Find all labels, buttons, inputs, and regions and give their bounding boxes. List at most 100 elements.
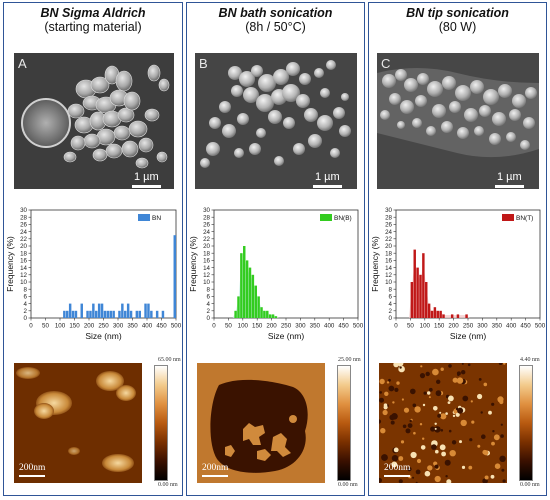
- afm-grain: [396, 381, 400, 385]
- afm-grain: [430, 426, 436, 432]
- x-tick-label: 350: [492, 323, 503, 330]
- afm-grain: [441, 451, 446, 457]
- panel-b: BN bath sonication (8h / 50°C): [186, 2, 365, 496]
- y-tick-label: 6: [24, 294, 28, 301]
- x-tick-label: 100: [420, 323, 431, 330]
- legend-swatch: [320, 214, 332, 221]
- histogram-bar: [422, 253, 425, 318]
- afm-grain: [379, 391, 382, 394]
- histogram-bar: [425, 282, 428, 318]
- x-axis-label: Size (nm): [85, 331, 122, 341]
- sem-scale-label: 1 µm: [315, 171, 340, 183]
- afm-grain: [397, 363, 404, 367]
- afm-grain: [448, 429, 452, 433]
- afm-grain: [440, 413, 447, 420]
- afm-grain: [470, 400, 473, 403]
- histogram-bar: [144, 303, 147, 318]
- afm-grain: [434, 427, 437, 430]
- y-tick-label: 28: [203, 214, 210, 221]
- afm-grain: [435, 449, 439, 454]
- histogram-bar: [237, 296, 240, 318]
- colorbar-max-label: 25.00 nm: [338, 357, 361, 363]
- afm-grain: [437, 414, 441, 418]
- histogram-bar: [439, 310, 442, 318]
- afm-grain: [405, 428, 411, 434]
- y-tick-label: 18: [20, 250, 27, 257]
- afm-grain: [446, 479, 452, 483]
- afm-grain: [391, 461, 398, 468]
- histogram-bar: [63, 310, 66, 318]
- panel-subtitle: (starting material): [44, 20, 142, 34]
- panel-letter: B: [199, 56, 208, 71]
- afm-grain: [491, 402, 495, 406]
- afm-grain: [431, 444, 437, 450]
- afm-grain: [503, 363, 506, 365]
- y-tick-label: 4: [207, 301, 211, 308]
- y-tick-label: 28: [20, 214, 27, 221]
- panel-a-title: BN Sigma Aldrich (starting material): [4, 6, 182, 34]
- panel-title: BN bath sonication: [218, 6, 333, 20]
- afm-grain: [427, 391, 431, 395]
- afm-grain: [412, 476, 415, 479]
- afm-grain: [379, 378, 385, 385]
- histogram-bar: [436, 310, 439, 318]
- afm-grain: [434, 464, 439, 469]
- afm-image-a: 200nm 65.00 nm 0.00 nm: [4, 353, 184, 493]
- y-tick-label: 6: [389, 294, 393, 301]
- afm-grain: [387, 467, 391, 470]
- afm-grain: [452, 414, 456, 418]
- y-tick-label: 2: [389, 308, 393, 315]
- histogram-bar: [416, 267, 419, 318]
- afm-grain: [428, 396, 431, 399]
- afm-grain: [379, 397, 384, 403]
- panel-letter: A: [18, 56, 27, 71]
- x-tick-label: 150: [434, 323, 445, 330]
- histogram-bar: [442, 314, 445, 318]
- panel-b-title: BN bath sonication (8h / 50°C): [187, 6, 364, 34]
- afm-image-b: 200nm 25.00 nm 0.00 nm: [187, 353, 366, 493]
- afm-grain: [461, 363, 464, 365]
- afm-grain: [422, 403, 426, 407]
- afm-grain: [493, 434, 500, 441]
- sem-image-a: A 1 µm: [14, 53, 174, 189]
- y-tick-label: 0: [207, 315, 211, 322]
- y-tick-label: 20: [203, 243, 210, 250]
- afm-grain: [398, 365, 405, 373]
- histogram-bar: [138, 310, 141, 318]
- afm-grain: [425, 371, 430, 377]
- histogram-b: 0 2 4 6 8 10 12 14 16 18 20 22 24 26 28 30 0 50 100 150 200 2…: [187, 198, 366, 348]
- afm-grain: [452, 377, 458, 383]
- afm-colorbar-c: [519, 365, 533, 481]
- histogram-bar: [135, 310, 139, 318]
- afm-grain: [502, 479, 506, 483]
- x-tick-label: 450: [338, 323, 349, 330]
- afm-grain: [401, 398, 404, 401]
- x-tick-label: 350: [310, 323, 321, 330]
- afm-grain: [451, 440, 457, 445]
- afm-topography-a: 200nm: [14, 363, 142, 483]
- legend-swatch: [502, 214, 514, 221]
- x-tick-label: 0: [212, 323, 216, 330]
- afm-grain: [488, 410, 492, 415]
- afm-grain: [434, 422, 437, 425]
- legend-label: BN: [152, 215, 161, 222]
- histogram-bar: [89, 310, 92, 318]
- legend-swatch: [138, 214, 150, 221]
- sem-scale-line: [132, 185, 161, 188]
- afm-grain: [419, 373, 426, 379]
- y-tick-label: 10: [203, 279, 210, 286]
- afm-grain: [381, 454, 388, 461]
- x-tick-label: 450: [520, 323, 531, 330]
- afm-grain: [399, 366, 402, 369]
- afm-grain: [394, 387, 399, 392]
- afm-grain: [409, 419, 412, 423]
- afm-grain: [416, 458, 422, 464]
- afm-grain: [477, 393, 483, 400]
- colorbar-max-label: 4.40 nm: [520, 357, 540, 363]
- sem-micrograph: [14, 53, 174, 189]
- afm-grain: [414, 406, 421, 413]
- afm-grain: [447, 401, 451, 404]
- afm-grain: [439, 411, 442, 414]
- sem-scale-line: [313, 185, 342, 188]
